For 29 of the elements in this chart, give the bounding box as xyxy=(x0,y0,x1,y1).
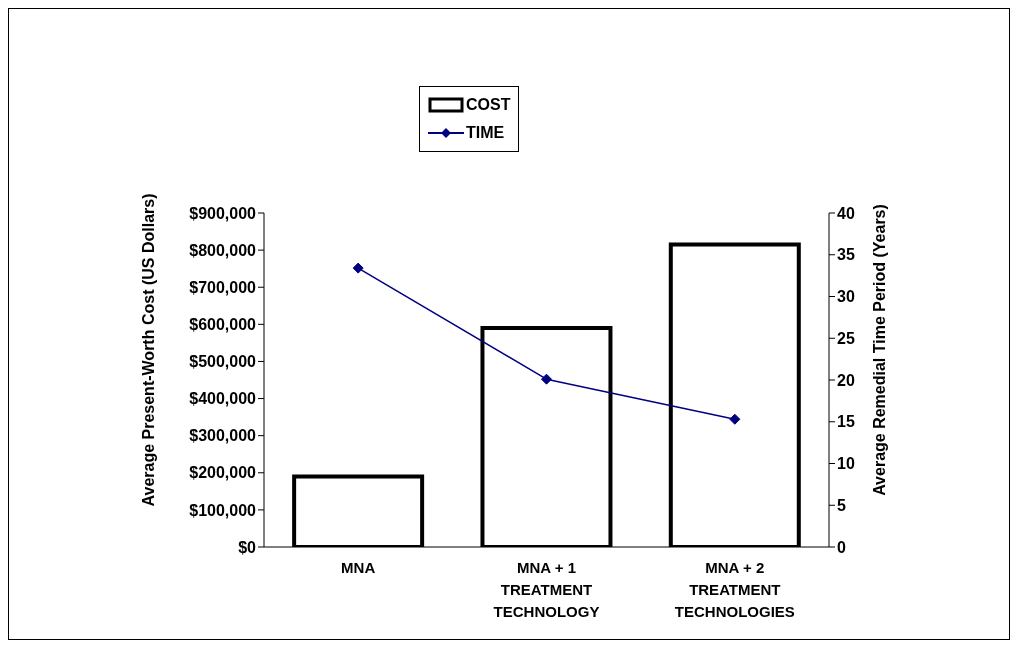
y2-tick-label: 0 xyxy=(837,538,846,556)
x-tick-label: MNA xyxy=(341,559,376,576)
y2-tick-label: 35 xyxy=(837,246,855,264)
legend-label: COST xyxy=(466,96,511,114)
y-tick-label: $0 xyxy=(238,538,257,556)
y-tick-label: $200,000 xyxy=(189,464,257,482)
y-tick-label: $800,000 xyxy=(189,241,257,259)
y2-tick-label: 10 xyxy=(837,455,855,473)
x-tick-label: MNA + 1 TREATMENT TECHNOLOGY xyxy=(493,559,600,620)
y2-tick-label: 15 xyxy=(837,413,855,431)
point xyxy=(352,262,364,274)
y2-tick-label: 40 xyxy=(837,204,855,222)
y2-axis-title: Average Remedial Time Period (Years) xyxy=(871,204,888,496)
y-tick-label: $900,000 xyxy=(189,204,257,222)
y2-tick-label: 20 xyxy=(837,371,855,389)
y2-tick-label: 25 xyxy=(837,329,855,347)
y-tick-label: $400,000 xyxy=(189,390,257,408)
y-axis-title: Average Present-Worth Cost (US Dollars) xyxy=(140,193,158,507)
y-tick-label: $700,000 xyxy=(189,278,257,296)
point xyxy=(729,413,741,425)
y-tick-label: $500,000 xyxy=(189,353,257,371)
y-tick-label: $600,000 xyxy=(189,316,257,334)
y2-tick-label: 30 xyxy=(837,288,855,306)
point xyxy=(541,373,552,385)
y-tick-label: $300,000 xyxy=(189,427,257,445)
y2-tick-label: 5 xyxy=(837,496,846,514)
y-tick-label: $100,000 xyxy=(189,501,257,519)
x-tick-label: MNA + 2 TREATMENT TECHNOLOGIES xyxy=(674,559,795,620)
legend-label: TIME xyxy=(466,124,505,142)
